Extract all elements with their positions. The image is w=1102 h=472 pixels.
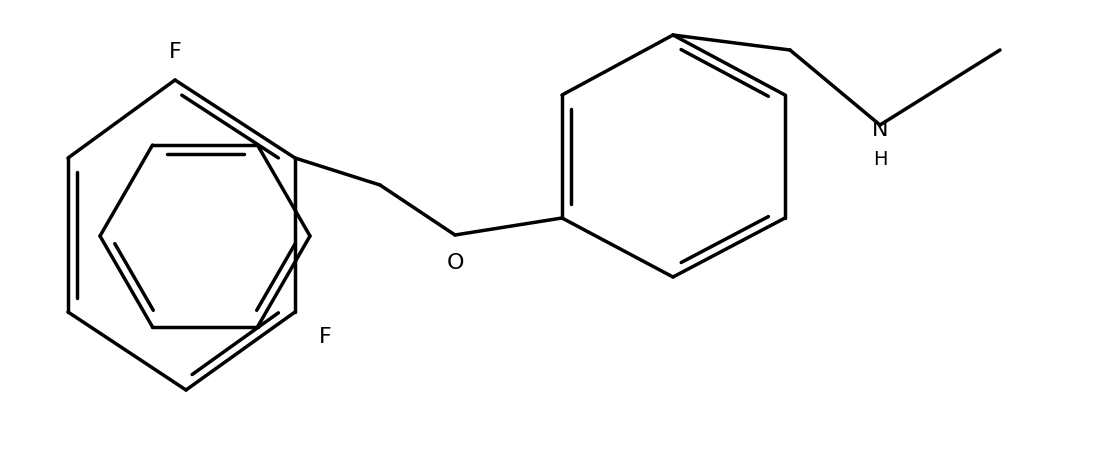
Text: F: F <box>318 327 332 347</box>
Text: N: N <box>872 120 888 140</box>
Text: O: O <box>446 253 464 273</box>
Text: H: H <box>873 151 887 169</box>
Text: F: F <box>169 42 182 62</box>
